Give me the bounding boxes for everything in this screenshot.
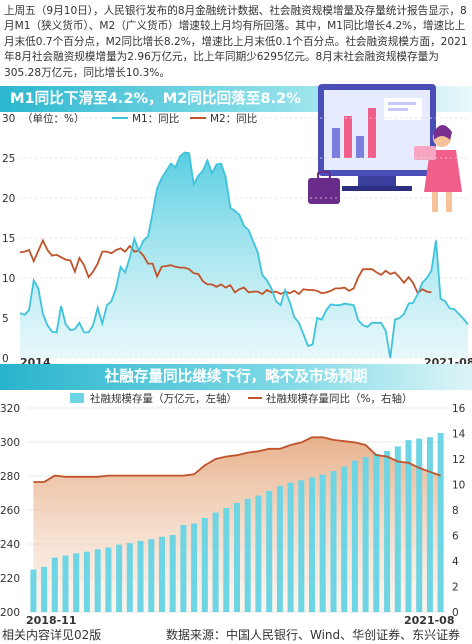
chart1-ytick-label: 15 — [2, 233, 15, 245]
chart1-xlabel-start: 2014 — [20, 356, 51, 364]
chart2-bar — [116, 544, 123, 612]
chart1-xlabel-end: 2021-08 — [424, 356, 472, 364]
chart1-unit-label: （单位：%） — [22, 112, 84, 125]
chart2-title: 社融存量同比继续下行，略不及市场预期 — [104, 368, 368, 385]
chart2-ytick-right: 10 — [452, 480, 465, 492]
chart2-ytick-right: 16 — [452, 403, 466, 415]
chart1-ytick-label: 20 — [2, 193, 15, 205]
chart2-bar — [266, 491, 273, 612]
chart1-legend-m2: M2：同比 — [210, 112, 257, 125]
chart2-xlabel-start: 2018-11 — [26, 614, 77, 626]
chart2-bar — [405, 440, 412, 612]
chart2-bar — [319, 474, 326, 612]
chart2-bar — [298, 480, 305, 613]
chart2-ytick-left: 200 — [0, 607, 20, 619]
chart2-ytick-left: 320 — [0, 403, 20, 415]
chart2-ytick-left: 220 — [0, 573, 20, 585]
chart2-legend-bar: 社融规模存量（万亿元，左轴） — [90, 392, 237, 405]
chart2-bar — [384, 451, 391, 612]
footer-note: 相关内容详见02版 — [2, 628, 102, 642]
chart2-ytick-left: 240 — [0, 539, 20, 551]
intro-paragraph: 上周五（9月10日），人民银行发布的8月金融统计数据、社会融资规模增量及存量统计… — [4, 5, 468, 79]
chart1-legend-m1: M1：同比 — [132, 112, 179, 125]
chart2-bar — [201, 518, 208, 612]
chart2-bar — [426, 437, 433, 612]
chart2-bar — [330, 471, 337, 612]
chart2-bar — [191, 523, 198, 612]
chart1-ytick-label: 5 — [2, 313, 9, 325]
chart2-bar — [94, 549, 101, 612]
chart2-bar — [309, 477, 315, 612]
chart2-bar — [51, 557, 58, 612]
chart2-bar — [105, 547, 112, 612]
chart1-title: M1同比下滑至4.2%，M2同比回落至8.2% — [10, 90, 301, 107]
chart2-bar — [223, 508, 230, 612]
chart1-m2-line — [19, 238, 432, 296]
chart2-bar — [83, 551, 90, 612]
chart2-bar — [159, 536, 165, 612]
chart2-plot: 200 220 240 260 280 300 320 0 2 4 6 8 10 12 14 16 社融规模存量… — [0, 392, 466, 626]
chart2-ytick-right: 0 — [452, 607, 459, 619]
chart2-ytick-right: 12 — [452, 454, 465, 466]
chart2-bar — [41, 566, 48, 612]
chart2-bar — [362, 457, 369, 612]
chart2-bar — [73, 553, 80, 612]
chart1-m1-line — [19, 151, 469, 359]
chart2-ytick-right: 8 — [452, 505, 459, 517]
chart2-bar — [212, 512, 219, 612]
chart2-bar — [287, 482, 294, 612]
chart2-ytick-right: 14 — [452, 429, 466, 441]
chart2-bar — [137, 540, 144, 612]
chart2-ytick-left: 260 — [0, 505, 20, 517]
chart2-xlabel-end: 2021-08 — [404, 614, 455, 626]
chart2-bar — [30, 569, 37, 612]
chart2-legend-line: 社融规模存量同比（%，右轴） — [266, 392, 412, 405]
chart1-m1-area — [20, 152, 468, 358]
chart2-bar — [244, 498, 251, 612]
chart1-plot: 0 5 10 15 20 25 30 （单位：%） M1：同比 M2：同比 2014 2021-08 — [2, 112, 472, 364]
chart2-bar — [180, 525, 187, 612]
chart1-ytick-label: 10 — [2, 273, 15, 285]
chart1-ytick-label: 0 — [2, 353, 9, 364]
chart1-ytick-label: 25 — [2, 153, 15, 165]
chart2-ytick-left: 280 — [0, 471, 20, 483]
chart2-title-banner: 社融存量同比继续下行，略不及市场预期 — [0, 364, 472, 390]
chart2-ytick-right: 4 — [452, 556, 459, 568]
chart2-bar — [148, 539, 155, 612]
chart2-bar — [234, 502, 240, 612]
chart2-bar — [169, 535, 176, 612]
chart2-ytick-right: 2 — [452, 582, 459, 594]
chart2-bar — [437, 433, 444, 612]
chart2-bar — [373, 453, 380, 612]
chart2-bar — [276, 485, 283, 612]
footer-source: 数据来源：中国人民银行、Wind、华创证券、东兴证券 — [166, 628, 461, 642]
chart2-legend-bar-swatch — [70, 393, 84, 403]
chart2-bar — [62, 555, 69, 612]
chart2-bar — [416, 438, 423, 612]
chart2-bar — [394, 446, 401, 612]
chart2-bar — [341, 466, 348, 612]
chart2-ytick-left: 300 — [0, 437, 20, 449]
chart2-bar — [126, 543, 133, 612]
chart1-ytick-label: 30 — [2, 113, 15, 125]
chart2-bar — [255, 495, 262, 612]
chart2-rate-line — [33, 436, 441, 483]
chart2-bar — [351, 460, 358, 612]
chart2-ytick-right: 6 — [452, 531, 459, 543]
illustration-data-screen — [308, 84, 462, 212]
